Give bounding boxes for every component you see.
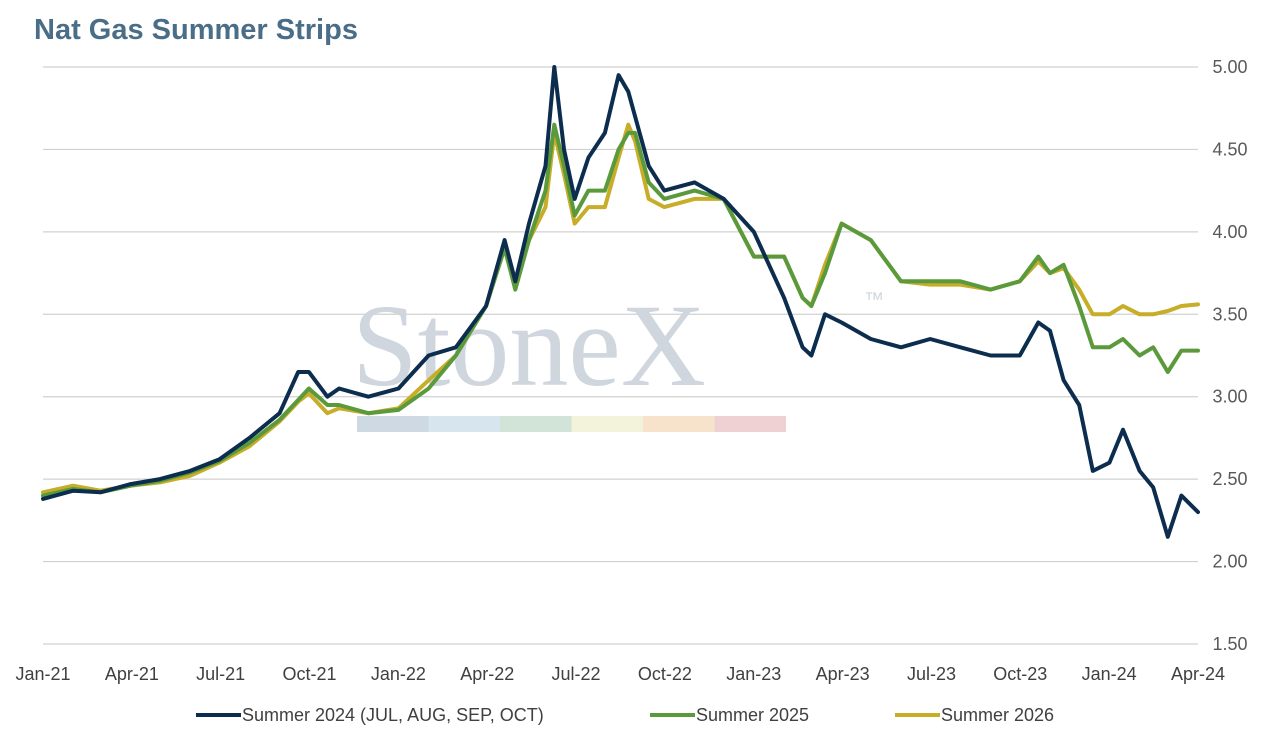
x-tick-label: Apr-24 (1171, 664, 1225, 684)
x-tick-label: Jan-23 (726, 664, 781, 684)
y-tick-label: 5.00 (1212, 57, 1247, 77)
legend-label: Summer 2024 (JUL, AUG, SEP, OCT) (242, 705, 544, 725)
legend: Summer 2024 (JUL, AUG, SEP, OCT) Summer 2… (196, 705, 1054, 725)
series-lines (41, 65, 1200, 539)
series-line (41, 65, 1200, 539)
watermark-band-segment (500, 416, 572, 432)
watermark-band-segment (643, 416, 715, 432)
y-tick-label: 4.50 (1212, 139, 1247, 159)
y-axis-ticks: 5.00 4.50 4.00 3.50 3.00 2.50 2.00 1.50 (1212, 57, 1247, 654)
series-line (41, 122, 1200, 498)
watermark-band-segment (571, 416, 643, 432)
watermark-band-segment (428, 416, 500, 432)
legend-item: Summer 2025 (650, 705, 809, 725)
legend-item: Summer 2024 (JUL, AUG, SEP, OCT) (196, 705, 544, 725)
x-tick-label: Apr-23 (816, 664, 870, 684)
stonex-watermark: StoneX ™ (352, 280, 884, 432)
watermark-band-segment (357, 416, 429, 432)
watermark-color-band (357, 416, 786, 432)
x-tick-label: Apr-22 (460, 664, 514, 684)
y-tick-label: 2.00 (1212, 552, 1247, 572)
x-tick-label: Jul-22 (552, 664, 601, 684)
y-tick-label: 1.50 (1212, 634, 1247, 654)
x-tick-label: Oct-22 (638, 664, 692, 684)
legend-item: Summer 2026 (895, 705, 1054, 725)
y-tick-label: 3.00 (1212, 387, 1247, 407)
legend-label: Summer 2025 (696, 705, 809, 725)
x-axis-ticks: Jan-21 Apr-21 Jul-21 Oct-21 Jan-22 Apr-22 Jul-… (15, 664, 1225, 684)
watermark-trademark: ™ (864, 289, 884, 311)
y-tick-label: 4.00 (1212, 222, 1247, 242)
y-tick-label: 2.50 (1212, 469, 1247, 489)
y-tick-label: 3.50 (1212, 304, 1247, 324)
x-tick-label: Jan-22 (371, 664, 426, 684)
chart-title: Nat Gas Summer Strips (34, 14, 358, 46)
x-tick-label: Apr-21 (105, 664, 159, 684)
x-tick-label: Jul-21 (196, 664, 245, 684)
x-tick-label: Jul-23 (907, 664, 956, 684)
watermark-text: StoneX (352, 280, 706, 411)
x-tick-label: Jan-21 (15, 664, 70, 684)
watermark-band-segment (714, 416, 786, 432)
legend-label: Summer 2026 (941, 705, 1054, 725)
x-tick-label: Oct-23 (993, 664, 1047, 684)
x-tick-label: Oct-21 (283, 664, 337, 684)
x-tick-label: Jan-24 (1082, 664, 1137, 684)
